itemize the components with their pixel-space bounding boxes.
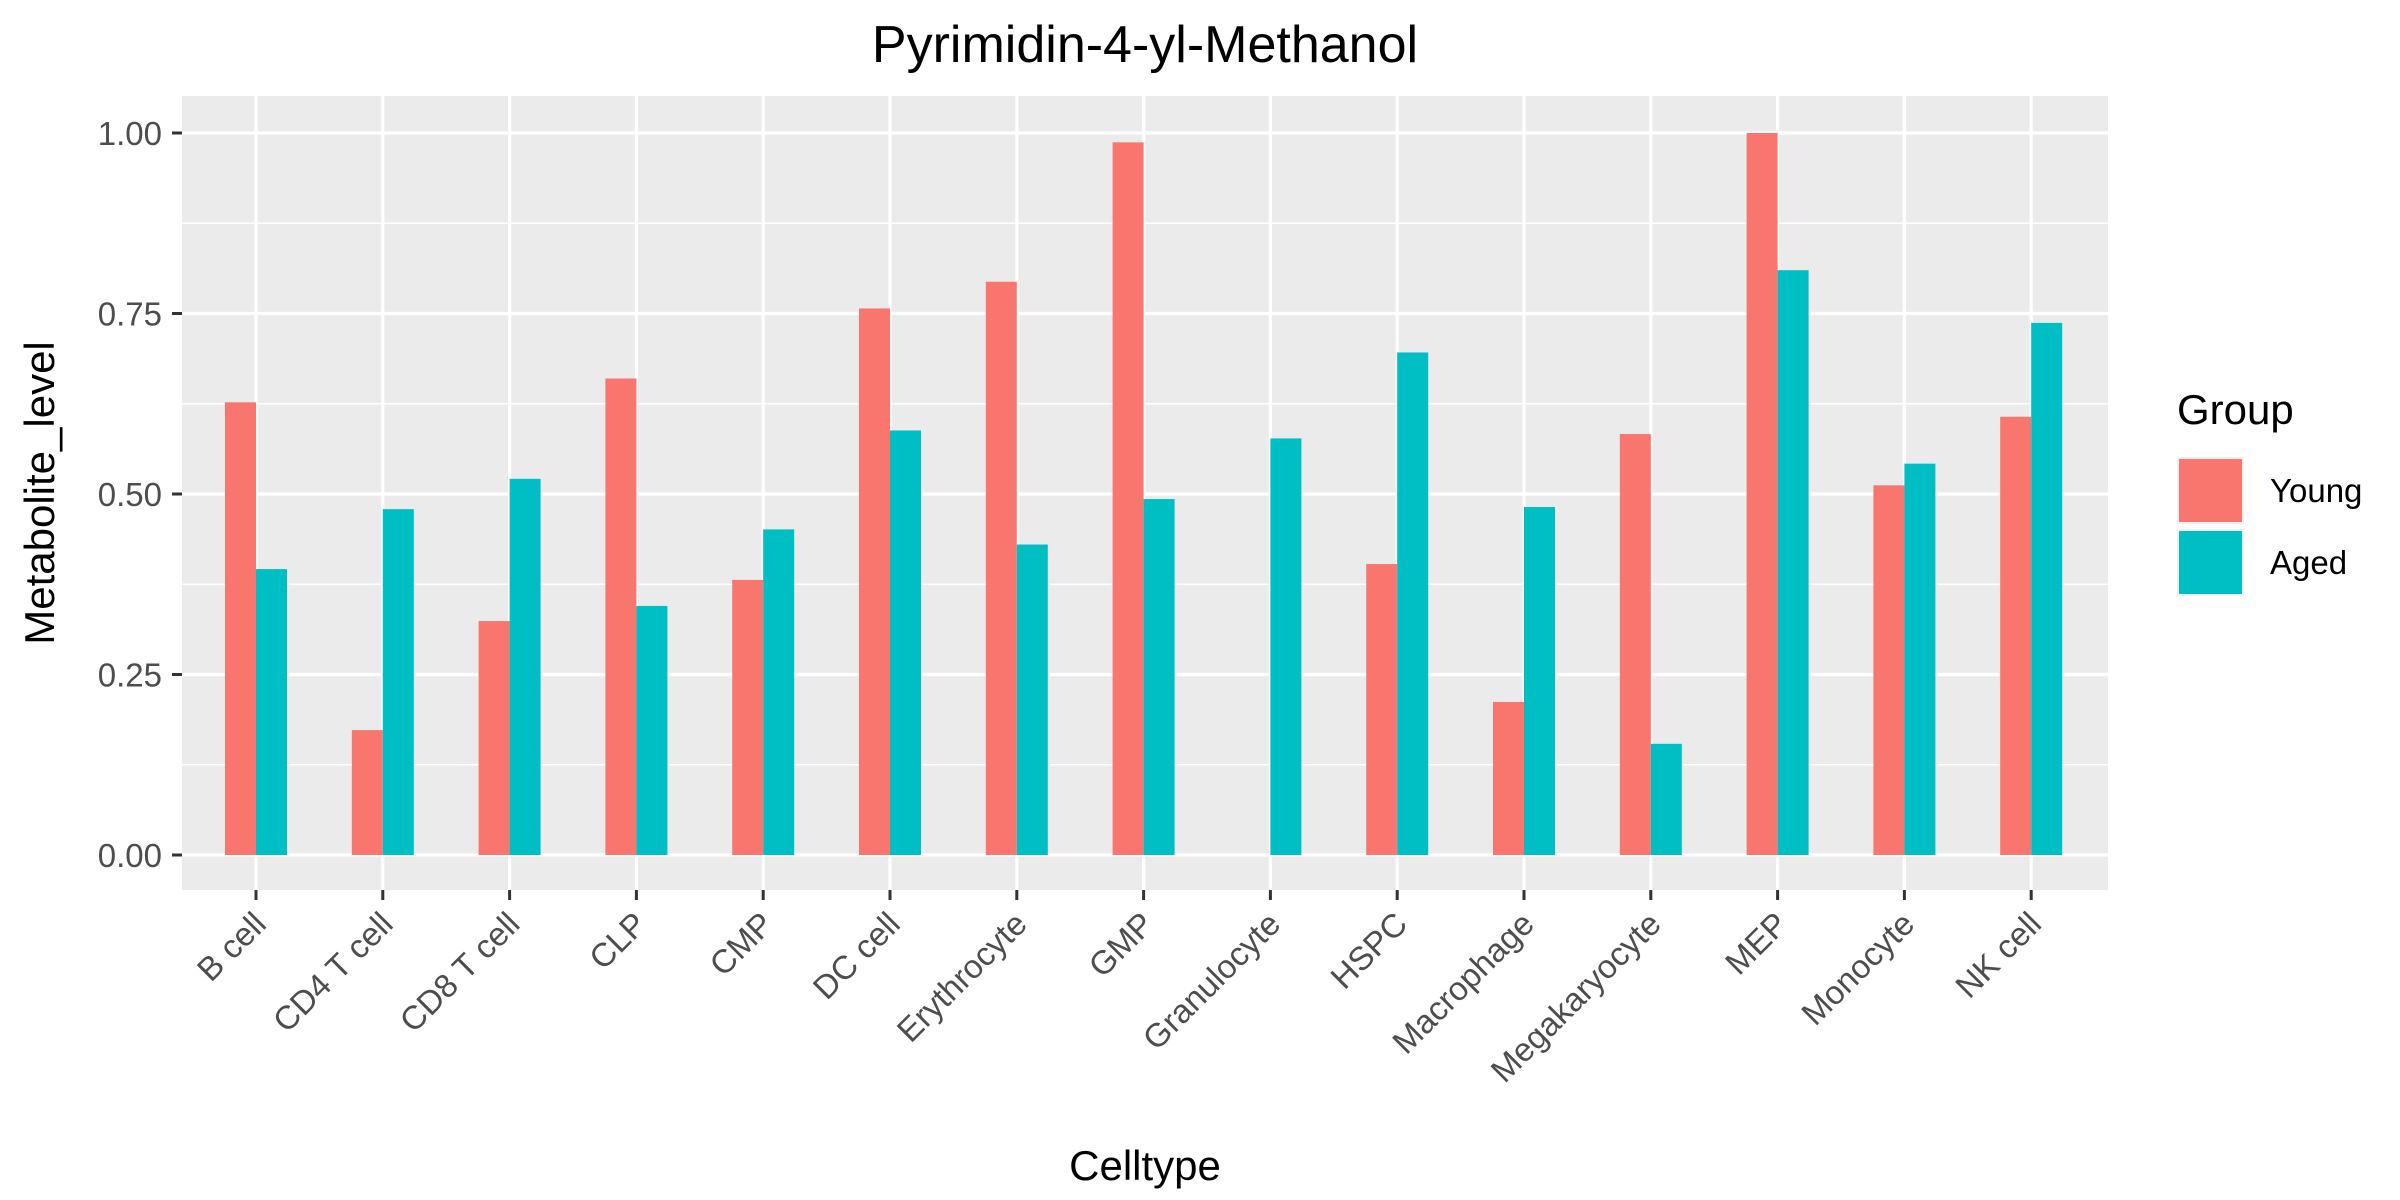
chart-title: Pyrimidin-4-yl-Methanol [872,16,1418,74]
y-tick-label: 0.75 [98,296,162,333]
bar-aged-megakaryocyte [1650,743,1682,855]
bar-aged-nk-cell [2031,322,2063,855]
y-tick-label: 0.50 [98,476,162,513]
x-tick-label: HSPC [1323,905,1414,996]
bar-young-erythrocyte [985,281,1017,855]
y-axis: 0.00 0.25 0.50 0.75 1.00 [98,115,182,874]
x-tick-label: CMP [702,905,780,983]
bar-aged-erythrocyte [1016,544,1048,855]
legend-label-aged: Aged [2270,544,2347,581]
bar-young-cd8-t-cell [478,621,510,855]
bar-aged-dc-cell [890,430,921,855]
bar-young-monocyte [1873,485,1905,855]
x-axis-title: Celltype [1069,1142,1221,1189]
bar-young-cd4-t-cell [351,730,383,855]
bar-aged-cd4-t-cell [382,509,414,855]
bars [225,133,2063,856]
x-tick-label: Monocyte [1794,905,1921,1032]
bar-aged-b-cell [256,569,287,855]
bar-aged-hspc [1397,352,1429,855]
x-tick-label: DC cell [806,905,907,1006]
x-tick-label: NK cell [1948,905,2048,1005]
bar-young-b-cell [225,402,256,855]
legend-swatch-aged [2179,531,2242,594]
bar-aged-macrophage [1524,506,1555,855]
bar-young-cmp [732,579,764,855]
y-tick-label: 0.00 [98,837,162,874]
bar-young-hspc [1366,564,1398,855]
x-tick-label: CD4 T cell [266,905,400,1039]
bar-aged-cd8-t-cell [509,478,541,855]
bar-young-megakaryocyte [1619,434,1651,855]
y-tick-label: 0.25 [98,657,162,694]
bar-young-gmp [1112,142,1144,856]
legend-title: Group [2177,386,2294,433]
bar-aged-granulocyte [1270,438,1302,855]
bar-aged-cmp [763,529,795,855]
legend-label-young: Young [2270,472,2362,509]
x-tick-label: Granulocyte [1135,905,1287,1057]
x-tick-label: B cell [190,905,273,988]
bar-aged-clp [636,605,668,855]
y-axis-title: Metabolite_level [16,341,63,645]
bar-young-clp [605,378,637,855]
bar-young-dc-cell [859,308,890,855]
bar-aged-mep [1777,270,1809,855]
legend-swatch-young [2179,459,2242,522]
x-tick-label: CD8 T cell [392,905,526,1039]
bar-young-mep [1746,133,1778,855]
legend: Group Young Aged [2177,386,2362,596]
bar-young-macrophage [1493,701,1524,855]
x-tick-label: MEP [1718,905,1795,982]
x-tick-label: Erythrocyte [890,905,1034,1049]
bar-aged-gmp [1143,499,1175,855]
y-tick-label: 1.00 [98,115,162,152]
x-tick-label: CLP [582,905,654,977]
bar-young-nk-cell [2000,416,2032,855]
x-tick-label: GMP [1081,905,1160,984]
bar-aged-monocyte [1904,463,1936,855]
